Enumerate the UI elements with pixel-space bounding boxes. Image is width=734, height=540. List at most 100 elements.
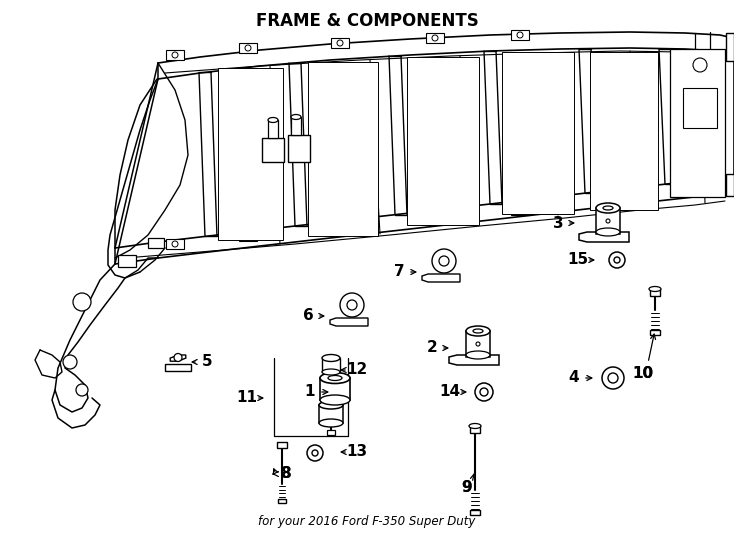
Circle shape [602, 367, 624, 389]
Circle shape [517, 32, 523, 38]
Bar [278, 499, 286, 503]
Bar [650, 289, 660, 296]
Text: 12: 12 [346, 362, 368, 377]
Circle shape [312, 450, 318, 456]
Bar [291, 117, 301, 135]
Ellipse shape [328, 375, 342, 381]
Ellipse shape [291, 114, 301, 119]
Text: 9: 9 [462, 480, 472, 495]
Circle shape [245, 233, 251, 239]
Bar [726, 174, 734, 196]
Bar [426, 214, 444, 224]
Circle shape [432, 216, 438, 222]
Bar [596, 208, 620, 234]
Circle shape [693, 58, 707, 72]
Text: 13: 13 [346, 444, 368, 460]
Ellipse shape [319, 419, 343, 427]
Circle shape [174, 354, 182, 361]
Text: 2: 2 [426, 341, 437, 355]
Ellipse shape [649, 287, 661, 292]
Bar [511, 205, 529, 215]
Polygon shape [165, 363, 191, 370]
Bar [683, 88, 717, 128]
Bar [239, 231, 257, 241]
Circle shape [608, 373, 618, 383]
Text: 5: 5 [202, 354, 212, 369]
Bar [331, 223, 349, 233]
Bar [590, 52, 658, 210]
Circle shape [517, 207, 523, 213]
Bar [308, 62, 378, 236]
Circle shape [73, 293, 91, 311]
Bar [470, 426, 480, 433]
Circle shape [337, 225, 343, 231]
Bar [466, 331, 490, 357]
Ellipse shape [596, 203, 620, 213]
Ellipse shape [466, 326, 490, 336]
Bar [470, 510, 480, 515]
Circle shape [476, 342, 480, 346]
Text: 1: 1 [305, 384, 315, 400]
Ellipse shape [268, 118, 278, 123]
Circle shape [337, 40, 343, 46]
Bar [148, 238, 164, 248]
Circle shape [475, 383, 493, 401]
Ellipse shape [322, 369, 340, 375]
Text: 11: 11 [236, 390, 258, 406]
Text: 3: 3 [553, 215, 563, 231]
Text: 7: 7 [393, 265, 404, 280]
Circle shape [172, 52, 178, 58]
Polygon shape [422, 274, 460, 282]
Polygon shape [330, 318, 368, 326]
Ellipse shape [473, 329, 483, 333]
Circle shape [606, 219, 610, 223]
Bar [166, 50, 184, 60]
Circle shape [172, 241, 178, 247]
Polygon shape [449, 355, 499, 365]
Circle shape [347, 300, 357, 310]
Circle shape [614, 257, 620, 263]
Circle shape [76, 384, 88, 396]
Text: 9: 9 [462, 480, 472, 495]
Bar [670, 49, 725, 197]
Circle shape [340, 293, 364, 317]
Ellipse shape [466, 351, 490, 359]
Bar [218, 68, 283, 240]
Ellipse shape [319, 401, 343, 409]
Circle shape [63, 355, 77, 369]
Bar [511, 30, 529, 40]
Ellipse shape [596, 228, 620, 236]
Circle shape [609, 252, 625, 268]
Bar [726, 33, 734, 61]
Bar [650, 330, 660, 335]
Circle shape [480, 388, 488, 396]
Text: 8: 8 [280, 467, 291, 482]
Bar [407, 57, 479, 225]
Circle shape [245, 45, 251, 51]
Circle shape [307, 445, 323, 461]
Text: FRAME & COMPONENTS: FRAME & COMPONENTS [255, 12, 479, 30]
Bar [166, 239, 184, 249]
Bar [322, 358, 340, 372]
Circle shape [432, 35, 438, 41]
Text: 10: 10 [633, 367, 653, 381]
Text: for your 2016 Ford F-350 Super Duty: for your 2016 Ford F-350 Super Duty [258, 515, 476, 528]
Text: 10: 10 [633, 367, 653, 381]
Bar [268, 120, 278, 138]
Polygon shape [170, 355, 186, 361]
Bar [331, 38, 349, 48]
Bar [262, 138, 284, 162]
Bar [320, 378, 350, 400]
Circle shape [439, 256, 449, 266]
Ellipse shape [322, 354, 340, 361]
Bar [426, 33, 444, 43]
Text: 6: 6 [302, 308, 313, 323]
Bar [502, 52, 574, 214]
Ellipse shape [320, 373, 350, 383]
Bar [327, 430, 335, 435]
Bar [118, 255, 136, 267]
Bar [239, 43, 257, 53]
Bar [277, 442, 287, 448]
Bar [288, 135, 310, 162]
Ellipse shape [320, 395, 350, 405]
